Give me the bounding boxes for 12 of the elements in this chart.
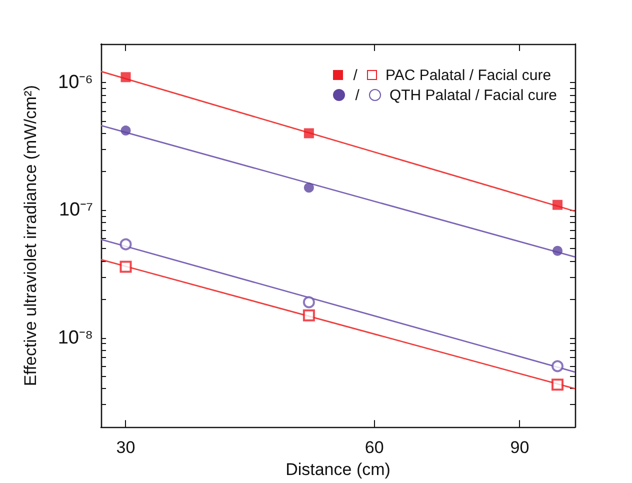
x-axis-title: Distance (cm) [286, 460, 390, 479]
y-tick-label: 10⁻⁸ [58, 327, 93, 348]
annotation: / [353, 66, 358, 84]
x-tick-label: 30 [116, 438, 136, 458]
y-axis-title: Effective ultraviolet irradiance (mW/cm²) [21, 85, 40, 386]
x-tick-label: 90 [510, 438, 530, 458]
legend-label: PAC Palatal / Facial cure [385, 66, 552, 84]
y-tick-label: 10⁻⁷ [58, 200, 94, 221]
annotation: / [355, 86, 360, 104]
legend-label: QTH Palatal / Facial cure [389, 86, 557, 104]
x-tick-label: 60 [364, 438, 384, 458]
y-tick-label: 10⁻⁶ [58, 72, 93, 93]
